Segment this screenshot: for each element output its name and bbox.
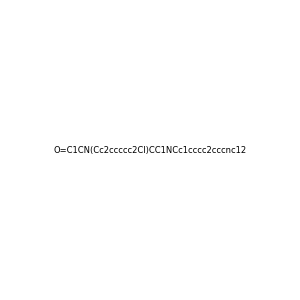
Text: O=C1CN(Cc2ccccc2Cl)CC1NCc1cccc2cccnc12: O=C1CN(Cc2ccccc2Cl)CC1NCc1cccc2cccnc12: [53, 146, 247, 154]
